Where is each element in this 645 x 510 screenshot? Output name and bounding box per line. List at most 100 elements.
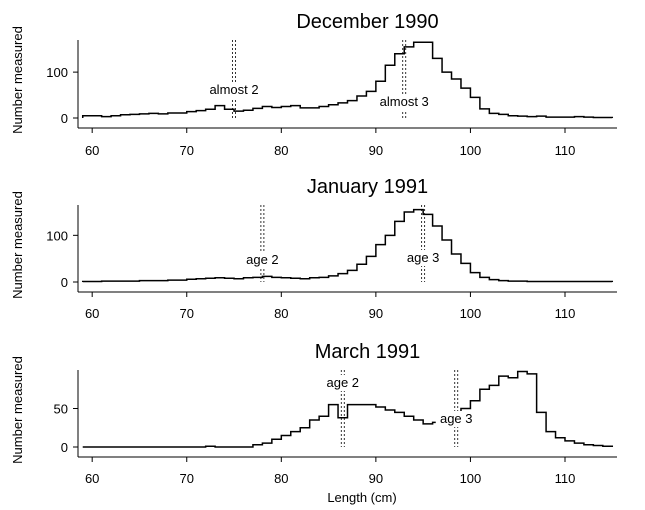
histogram-bin <box>366 256 375 282</box>
histogram-bin <box>348 270 357 282</box>
y-tick-label: 0 <box>61 111 68 126</box>
histogram-bin <box>357 264 366 282</box>
histogram-bin <box>452 79 461 118</box>
histogram-bin <box>527 374 536 447</box>
y-tick-label: 100 <box>46 228 68 243</box>
histogram-bin <box>272 107 281 118</box>
x-tick-label: 70 <box>180 143 194 158</box>
x-axis-label: Length (cm) <box>327 490 396 505</box>
histogram-bin <box>499 376 508 447</box>
y-tick-label: 100 <box>46 65 68 80</box>
marker-label-bg <box>402 250 444 266</box>
histogram-bin <box>385 235 394 282</box>
histogram-bin <box>329 405 338 447</box>
histogram-bin <box>357 96 366 118</box>
histogram-bin <box>461 88 470 118</box>
y-axis-label: Number measured <box>10 356 25 464</box>
histogram-bin <box>423 424 432 447</box>
histogram-outline <box>81 41 614 119</box>
histogram-bin <box>480 109 489 118</box>
histogram-bin <box>196 111 205 118</box>
x-tick-label: 110 <box>555 471 576 486</box>
histogram-bin <box>338 274 347 282</box>
marker-label: age 2 <box>326 375 359 390</box>
histogram-bin <box>470 273 479 282</box>
histogram-bin <box>452 254 461 282</box>
histogram-bin <box>508 378 517 447</box>
marker-label-bg <box>203 82 266 98</box>
histogram-bin <box>348 101 357 118</box>
chart-panel-2: January 1991 Number measured 0 100 60 70 80 90 1… <box>10 176 617 321</box>
chart-panel-3: March 1991 Number measured 0 50 60 70 80 90 100 1… <box>10 341 617 486</box>
histogram-bin <box>348 405 357 447</box>
histogram-bin <box>404 212 413 282</box>
y-tick-label: 0 <box>61 275 68 290</box>
histogram-bin <box>206 109 215 118</box>
marker-label-bg <box>241 252 283 268</box>
y-axis-label: Number measured <box>10 26 25 134</box>
histogram-bin <box>262 107 271 118</box>
histogram-bin <box>168 113 177 118</box>
x-tick-label: 60 <box>85 306 99 321</box>
x-tick-label: 90 <box>369 471 383 486</box>
marker-label-bg <box>373 94 436 110</box>
histogram-bin <box>291 432 300 447</box>
histogram-bin <box>300 108 309 118</box>
histogram-bin <box>366 405 375 447</box>
histogram-bin <box>461 263 470 282</box>
histogram-bin <box>376 245 385 282</box>
chart-title: December 1990 <box>296 11 438 33</box>
histogram-bin <box>385 410 394 447</box>
histogram-bin <box>177 113 186 118</box>
x-tick-label: 100 <box>460 306 482 321</box>
histogram-bin <box>395 412 404 447</box>
chart-title: January 1991 <box>307 176 428 198</box>
histogram-bin <box>423 214 432 282</box>
histogram-bin <box>281 435 290 447</box>
histogram-bin <box>470 97 479 118</box>
histogram-bin <box>442 72 451 118</box>
x-tick-label: 70 <box>180 471 194 486</box>
histogram-bin <box>329 105 338 118</box>
histogram-bin <box>338 103 347 118</box>
histogram-bin <box>556 438 565 447</box>
y-tick-label: 0 <box>61 440 68 455</box>
histogram-bin <box>319 416 328 447</box>
histogram-bin <box>310 420 319 447</box>
chart-title: March 1991 <box>315 341 421 363</box>
chart-panel-1: December 1990 Number measured 0 100 60 70 80 90… <box>10 11 617 158</box>
histogram-bin <box>300 428 309 447</box>
marker-label: age 2 <box>246 252 279 267</box>
marker-label-bg <box>322 375 364 391</box>
x-tick-label: 80 <box>274 471 288 486</box>
marker-label: age 3 <box>440 411 473 426</box>
histogram-bin <box>291 106 300 118</box>
histogram-bin <box>546 432 555 447</box>
x-tick-label: 110 <box>555 143 576 158</box>
marker-label: almost 2 <box>209 82 258 97</box>
histogram-bin <box>215 106 224 118</box>
histogram-bin <box>518 372 527 447</box>
histogram-bin <box>310 108 319 118</box>
histogram-bin <box>357 405 366 447</box>
histogram-outline <box>82 370 614 448</box>
marker-label-bg <box>435 411 477 427</box>
x-tick-label: 80 <box>274 143 288 158</box>
x-tick-label: 60 <box>85 471 99 486</box>
histogram-bin <box>338 418 347 447</box>
x-tick-label: 110 <box>555 306 576 321</box>
marker-label: age 3 <box>407 250 440 265</box>
histogram-bin <box>385 65 394 118</box>
x-tick-label: 90 <box>369 306 383 321</box>
x-tick-label: 70 <box>180 306 194 321</box>
x-tick-label: 90 <box>369 143 383 158</box>
y-axis-label: Number measured <box>10 191 25 299</box>
histogram-bin <box>414 420 423 447</box>
x-tick-label: 100 <box>460 143 482 158</box>
histogram-bin <box>537 412 546 447</box>
histogram-bin <box>243 110 252 118</box>
histogram-bin <box>272 439 281 447</box>
histogram-bin <box>480 389 489 447</box>
histogram-bin <box>565 441 574 447</box>
histogram-bin <box>253 108 262 118</box>
